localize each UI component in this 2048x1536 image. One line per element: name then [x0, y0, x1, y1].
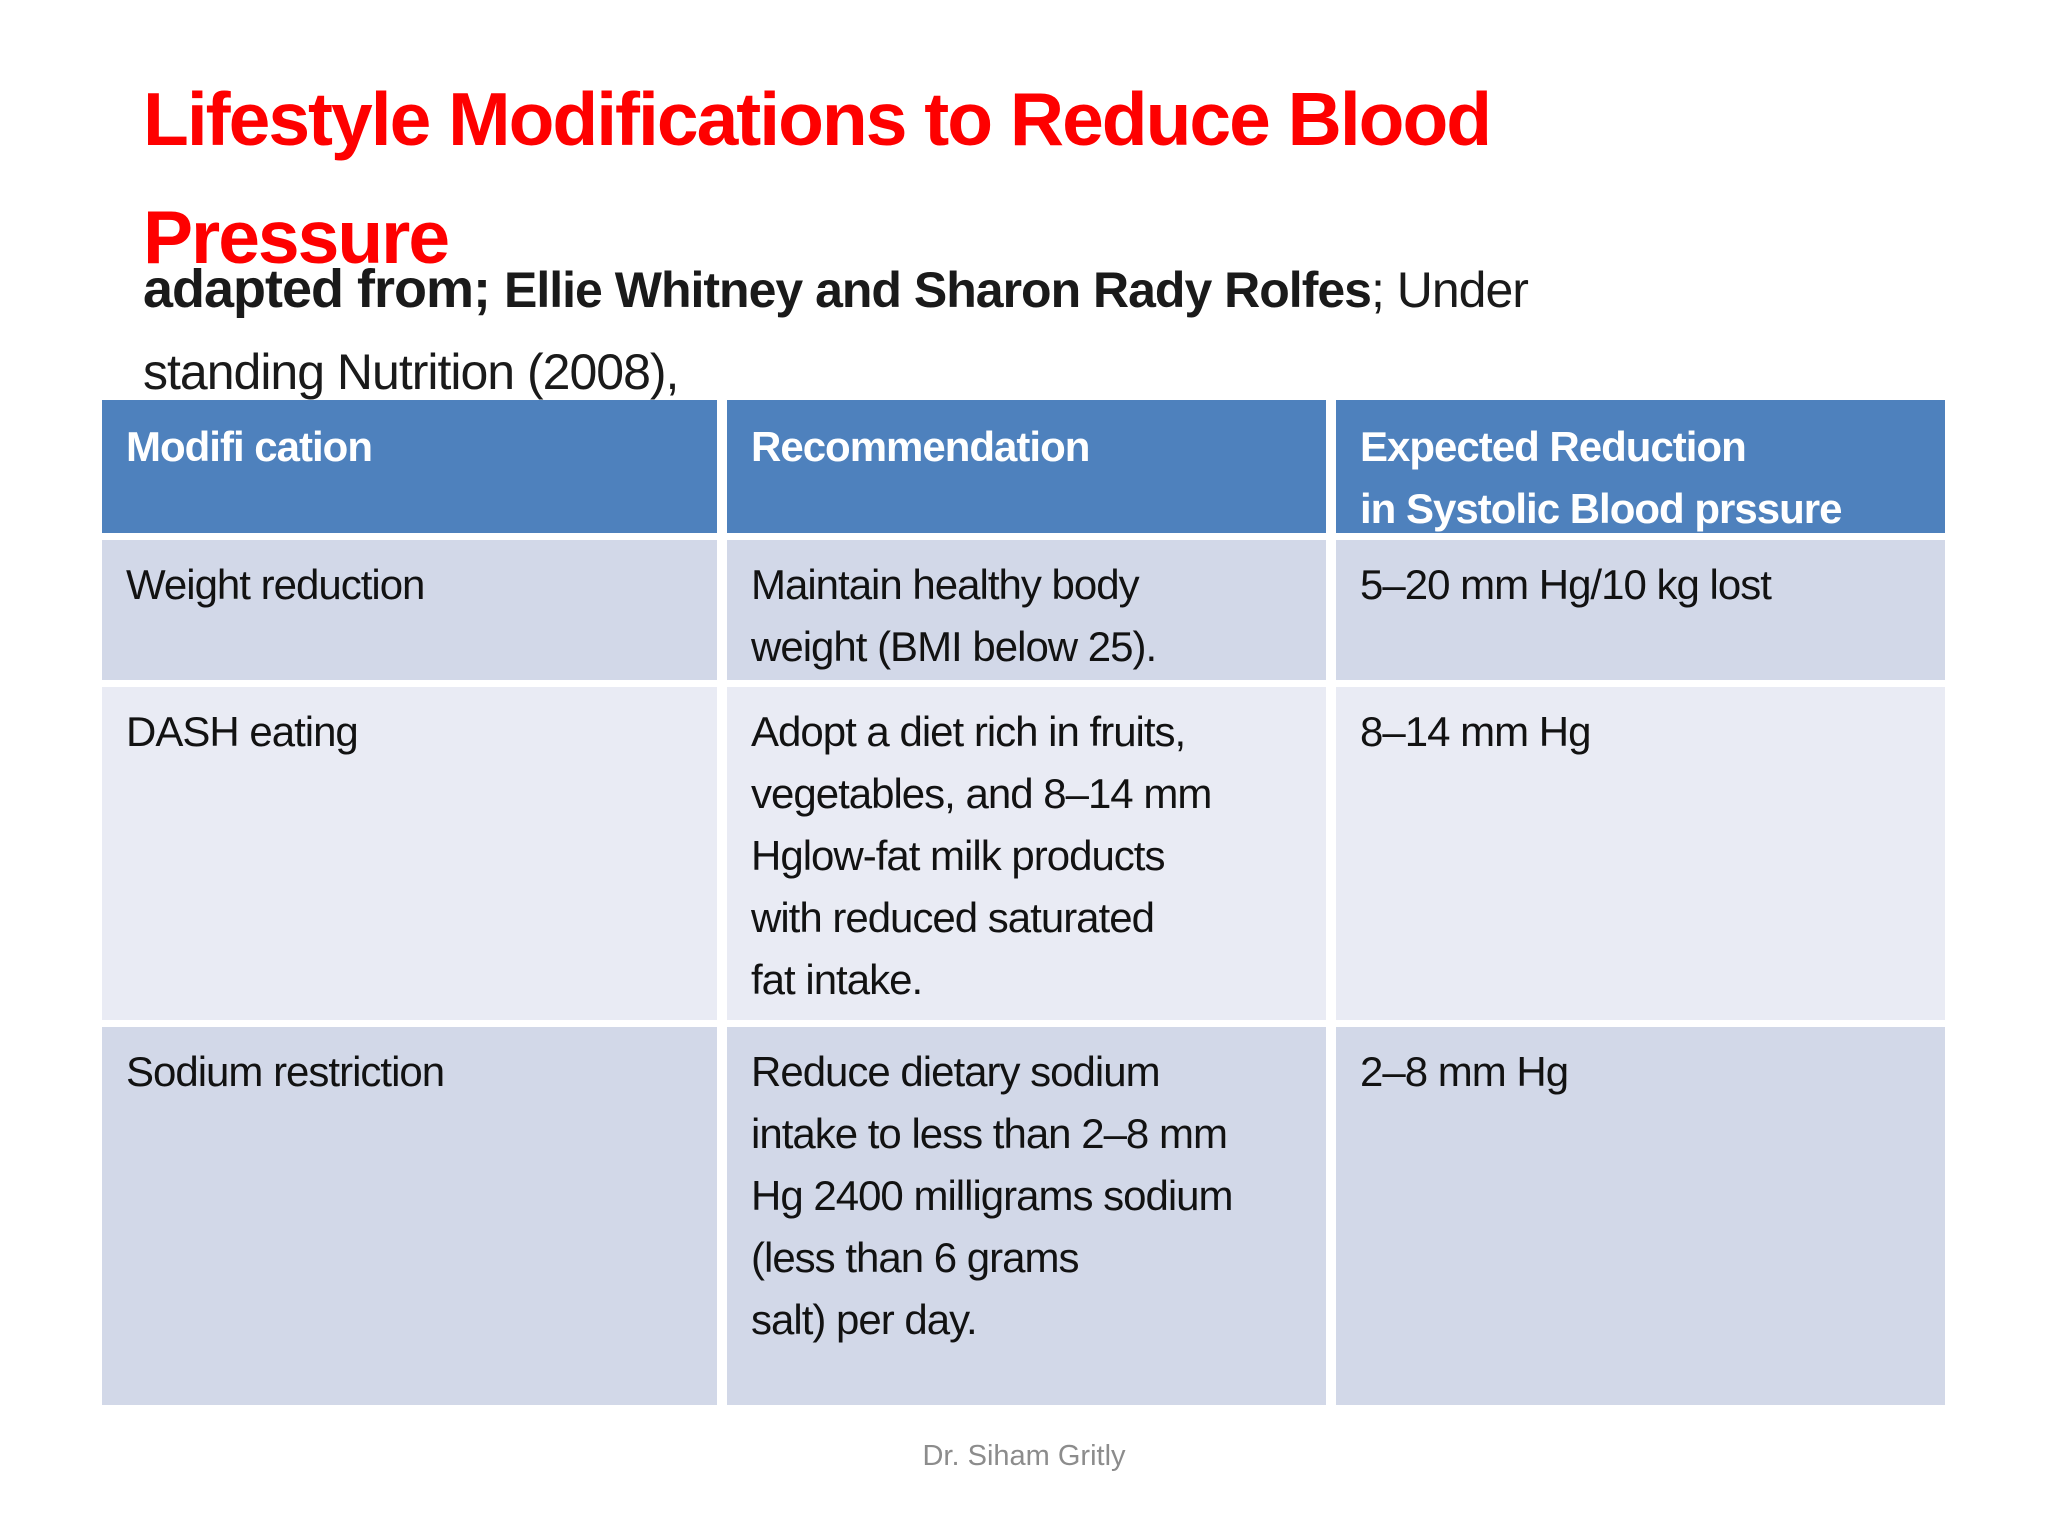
table-cell-modification-row1: Weight reduction [102, 540, 717, 680]
table-cell-reduction-row2: 8–14 mm Hg [1336, 687, 1945, 1020]
table-cell-recommendation-row2: Adopt a diet rich in fruits, vegetables,… [727, 687, 1326, 1020]
subtitle-lead: adapted from; [143, 259, 505, 319]
subtitle-tail-line1: ; Under [1370, 262, 1529, 318]
subtitle-tail-line2: standing Nutrition (2008), [143, 344, 679, 400]
table-cell-reduction-row3: 2–8 mm Hg [1336, 1027, 1945, 1405]
subtitle-authors: Ellie Whitney and Sharon Rady Rolfes [504, 262, 1372, 318]
slide-title-line1: Lifestyle Modifications to Reduce Blood [143, 77, 1492, 162]
footer-credit: Dr. Siham Gritly [922, 1440, 1126, 1472]
lifestyle-modifications-table: Modifi cation Recommendation Expected Re… [102, 400, 1945, 1405]
slide-subtitle: adapted from; Ellie Whitney and Sharon R… [143, 248, 1529, 413]
table-cell-modification-row2: DASH eating [102, 687, 717, 1020]
column-header-recommendation: Recommendation [727, 400, 1326, 533]
slide-title: Lifestyle Modifications to Reduce Blood … [143, 60, 1492, 296]
table-cell-recommendation-row1: Maintain healthy body weight (BMI below … [727, 540, 1326, 680]
table-cell-reduction-row1: 5–20 mm Hg/10 kg lost [1336, 540, 1945, 680]
column-header-modification: Modifi cation [102, 400, 717, 533]
table-cell-recommendation-row3: Reduce dietary sodium intake to less tha… [727, 1027, 1326, 1405]
column-header-expected-reduction: Expected Reduction in Systolic Blood prs… [1336, 400, 1945, 533]
table-cell-modification-row3: Sodium restriction [102, 1027, 717, 1405]
slide-title-line2: Pressure [143, 195, 450, 280]
